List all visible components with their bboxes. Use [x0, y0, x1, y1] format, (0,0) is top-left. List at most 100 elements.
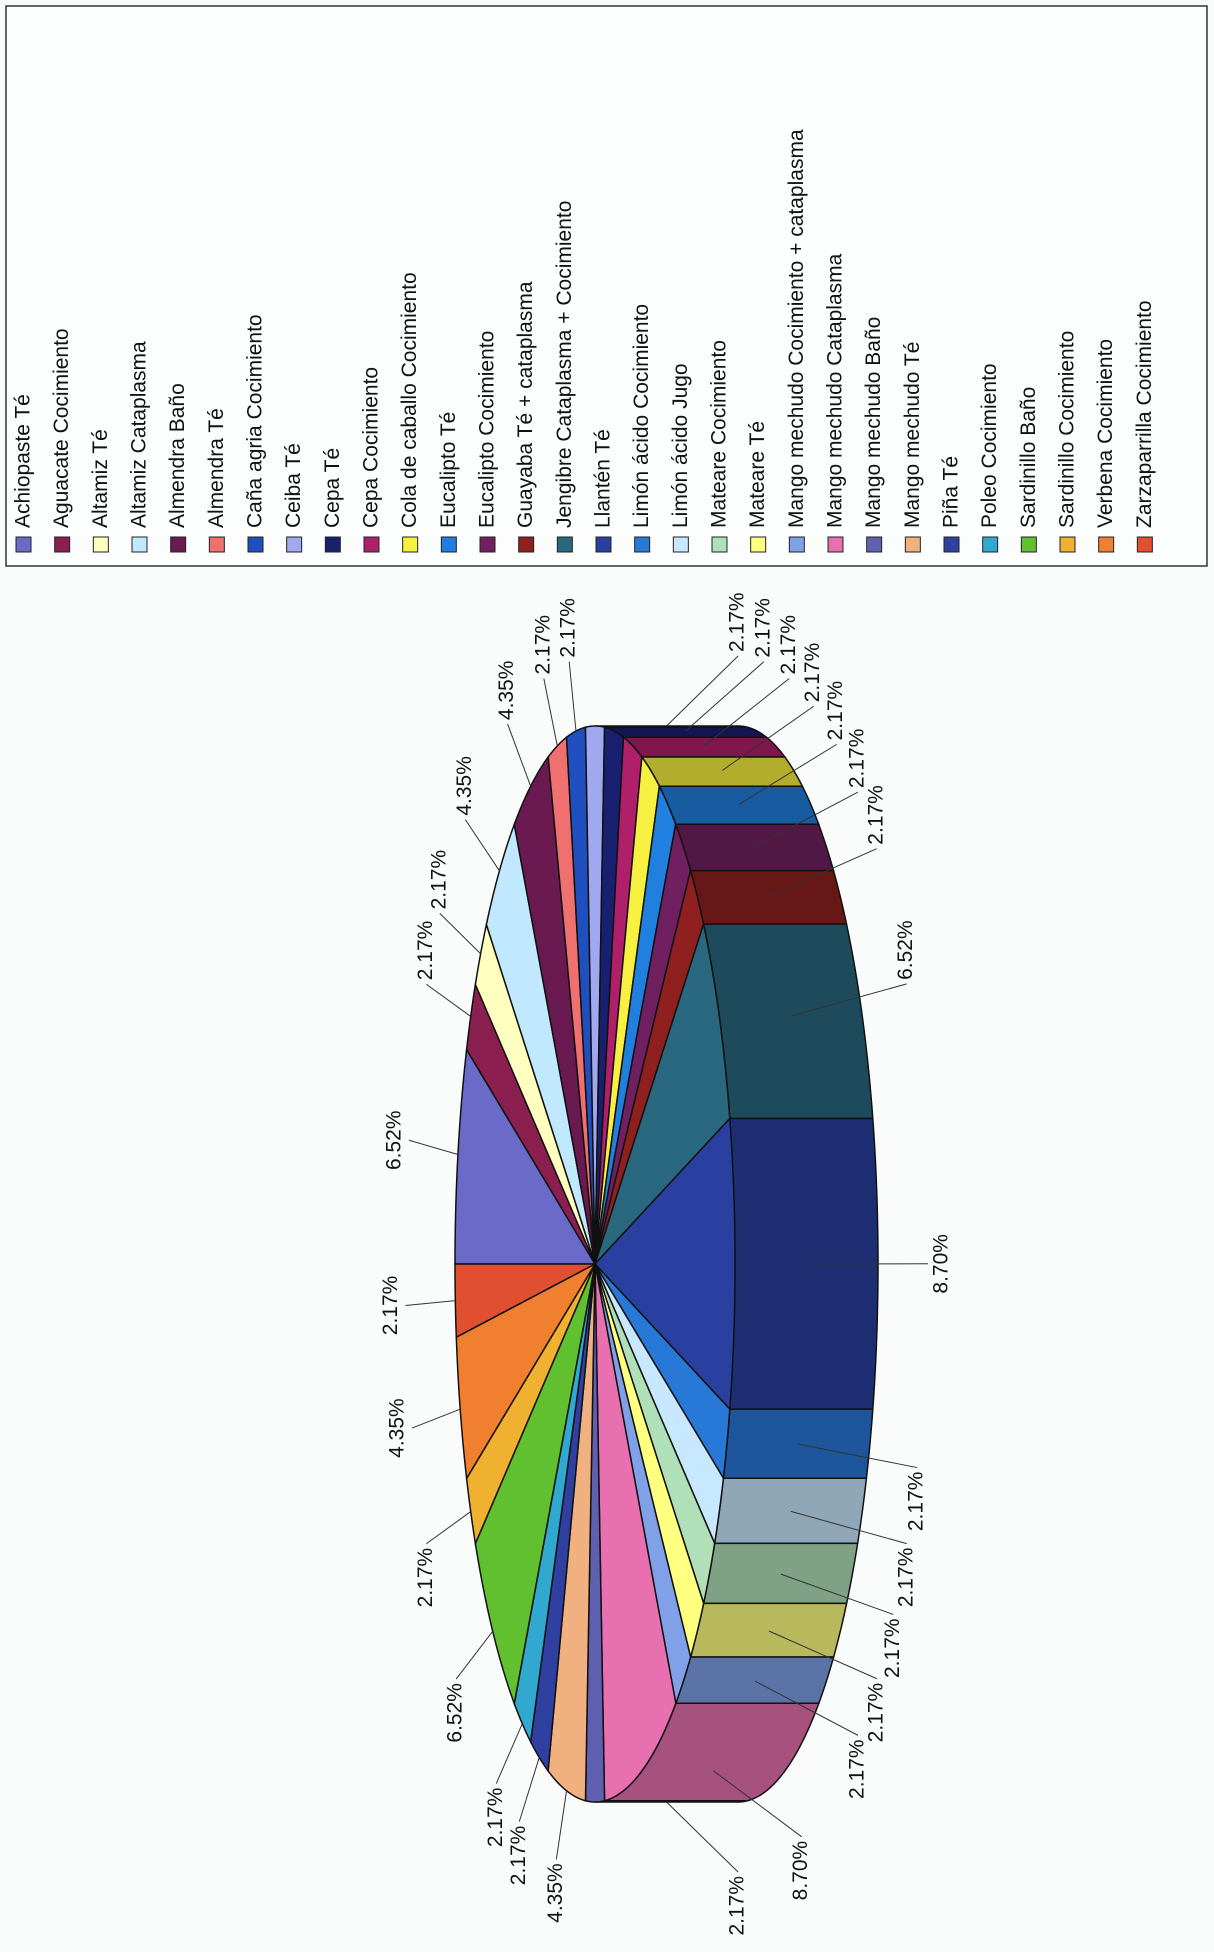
legend-label: Almendra Té: [205, 408, 228, 528]
slice: [465, 981, 596, 1265]
legend-label: Ceiba Té: [282, 443, 305, 528]
slice: [594, 1263, 725, 1547]
data-label: 2.17%: [484, 1788, 507, 1848]
data-label: 2.17%: [894, 1548, 917, 1608]
data-label: 2.17%: [751, 598, 774, 658]
legend-swatch: [1098, 536, 1115, 553]
slice: [594, 1263, 731, 1481]
leader-line: [568, 661, 577, 732]
slice: [594, 921, 731, 1265]
slice: [565, 726, 596, 1265]
leader-line: [426, 983, 471, 1017]
data-label: 2.17%: [414, 921, 437, 981]
data-label: 8.70%: [789, 1841, 812, 1901]
data-label: 2.17%: [726, 592, 749, 652]
legend-swatch: [788, 536, 805, 553]
slice: [584, 1263, 606, 1803]
legend-label: Mango mechudo Té: [901, 342, 924, 528]
legend-label: Verbena Cocimiento: [1094, 339, 1117, 528]
leader-line: [754, 791, 859, 847]
slice-side: [713, 1477, 868, 1545]
legend-swatch: [15, 536, 32, 553]
leader-line: [439, 913, 481, 955]
legend-label: Zarzaparrilla Cocimiento: [1133, 300, 1156, 528]
slice-side: [722, 1408, 874, 1480]
legend-label: Eucalipto Cocimiento: [476, 331, 499, 528]
legend-swatch: [1136, 536, 1153, 553]
legend-swatch: [904, 536, 921, 553]
slice: [454, 1047, 597, 1265]
slice-side: [689, 1602, 848, 1658]
legend-label: Limón ácido Cocimiento: [630, 304, 653, 528]
data-label: 8.70%: [930, 1234, 953, 1294]
leader-line: [685, 661, 765, 732]
leader-line: [495, 1723, 523, 1784]
leader-line: [768, 848, 877, 897]
legend-swatch: [286, 536, 303, 553]
leader-line: [754, 1680, 859, 1736]
slice-side: [658, 785, 820, 826]
slice: [594, 783, 677, 1265]
slice: [465, 1263, 596, 1547]
rotated-frame: 6.52%2.17%2.17%4.35%4.35%2.17% 2.17% 2.17%…: [5, 5, 1208, 1936]
legend-label: Limón ácido Jugo: [669, 363, 692, 528]
leader-line: [507, 723, 532, 787]
legend-swatch: [131, 536, 148, 553]
legend-swatch: [595, 536, 612, 553]
legend-swatch: [92, 536, 109, 553]
slice-side: [674, 823, 835, 872]
slice: [593, 1116, 736, 1411]
leader-line: [738, 743, 837, 805]
leader-line: [798, 1443, 918, 1469]
slice: [485, 821, 596, 1265]
legend-label: Mango mechudo Baño: [862, 317, 885, 528]
slice: [584, 725, 606, 1265]
data-label: 2.17%: [845, 729, 868, 789]
legend-swatch: [556, 536, 573, 553]
legend-label: Mateare Té: [746, 421, 769, 528]
slice: [594, 1263, 677, 1802]
slice-side: [640, 756, 804, 787]
leader-line: [713, 1770, 802, 1838]
data-label: 6.52%: [894, 920, 917, 980]
data-label: 4.35%: [495, 661, 518, 721]
data-label: 2.17%: [507, 1826, 530, 1886]
data-label: 4.35%: [386, 1398, 409, 1458]
slice-side: [621, 736, 787, 758]
data-label: 6.52%: [383, 1110, 406, 1170]
leader-line: [790, 983, 907, 1017]
slice-side: [702, 1542, 859, 1605]
legend-swatch: [479, 536, 496, 553]
legend-label: Sardinillo Cocimiento: [1056, 331, 1079, 528]
leader-line: [666, 655, 739, 727]
leader-line: [411, 1408, 461, 1429]
slice: [529, 1263, 596, 1773]
leader-line: [555, 1790, 568, 1860]
data-label: 2.17%: [726, 1876, 749, 1936]
leader-line: [405, 1300, 456, 1306]
legend-swatch: [672, 536, 689, 553]
legend-label: Mateare Cocimiento: [708, 340, 731, 528]
slice: [594, 1263, 716, 1607]
legend-swatch: [750, 536, 767, 553]
legend-swatch: [943, 536, 960, 553]
slice-side: [674, 1656, 835, 1705]
slice: [594, 867, 705, 1265]
legend-label: Sardinillo Baño: [1017, 387, 1040, 528]
leader-line: [464, 819, 500, 872]
slice: [594, 754, 661, 1265]
data-label: 2.17%: [864, 785, 887, 845]
legend-label: Mango mechudo Cataplasma: [824, 253, 847, 528]
legend-label: Eucalipto Té: [437, 412, 460, 528]
data-label: 2.17%: [864, 1683, 887, 1743]
data-label: 2.17%: [881, 1618, 904, 1678]
data-label: 2.17%: [427, 850, 450, 910]
data-label: 4.35%: [453, 756, 476, 816]
legend-label: Achiopaste Té: [12, 394, 35, 528]
legend-label: Caña agria Cocimiento: [244, 314, 267, 528]
leader-line: [455, 1630, 494, 1680]
slice-side: [702, 923, 874, 1120]
slice: [454, 1263, 596, 1339]
legend-swatch: [170, 536, 187, 553]
data-label: 6.52%: [444, 1683, 467, 1743]
